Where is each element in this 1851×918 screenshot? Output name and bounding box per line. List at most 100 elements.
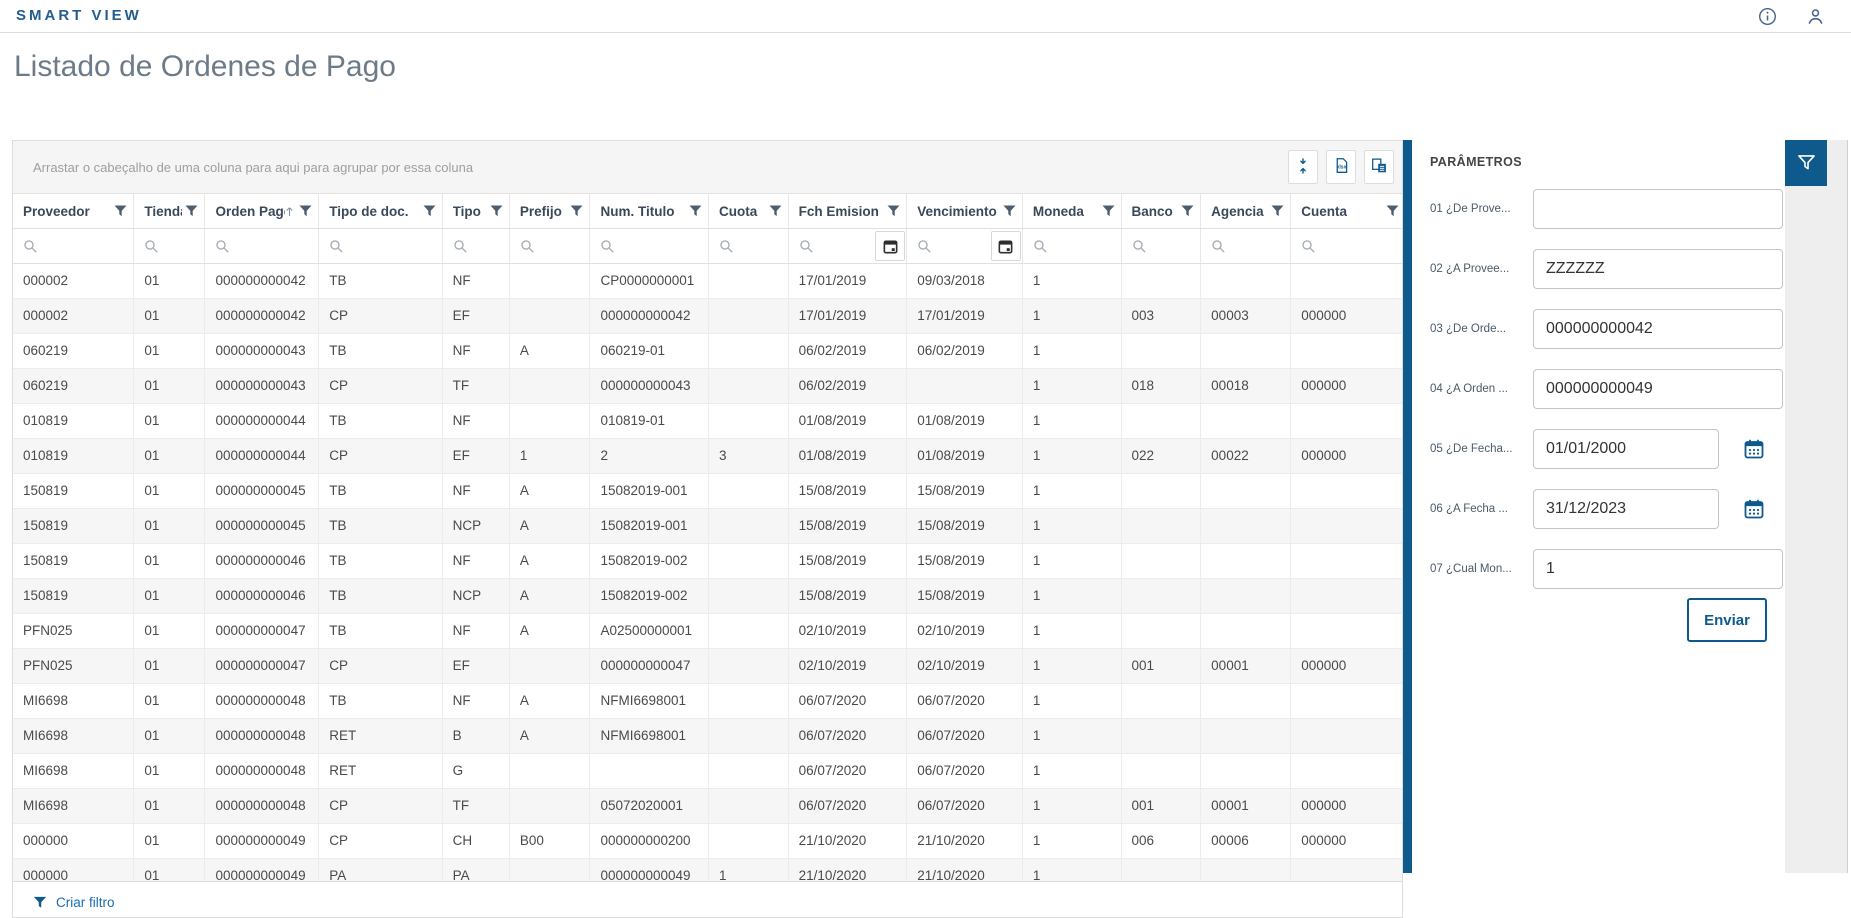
table-row[interactable]: 000002 01 000000000042 CP EF 000000000042 17/0… (13, 299, 1402, 334)
table-row[interactable]: PFN025 01 000000000047 TB NF A A02500000001 02/… (13, 614, 1402, 649)
row-spacing-button[interactable] (1288, 150, 1318, 184)
param-input-06[interactable] (1533, 489, 1719, 529)
param-input-01[interactable] (1533, 189, 1783, 229)
filter-cell-fch-emision[interactable] (788, 229, 908, 263)
table-cell: 000000 (1291, 299, 1402, 333)
table-row[interactable]: MI6698 01 000000000048 RET B A NFMI6698001 06/0… (13, 719, 1402, 754)
send-button[interactable]: Enviar (1687, 598, 1767, 642)
column-header-cuenta[interactable]: Cuenta (1291, 194, 1402, 228)
column-header-fch-emision[interactable]: Fch Emision (789, 194, 908, 228)
filter-cell-num-titulo[interactable] (590, 229, 710, 263)
filter-cell-tipo-de-doc[interactable] (319, 229, 443, 263)
table-cell (1291, 404, 1402, 438)
filter-cell-proveedor[interactable] (13, 229, 135, 263)
filter-cell-orden-pago[interactable] (205, 229, 320, 263)
filter-cell-moneda[interactable] (1022, 229, 1122, 263)
table-cell: 1 (1023, 369, 1122, 403)
filter-funnel-icon[interactable] (490, 205, 503, 217)
column-header-prefijo[interactable]: Prefijo (510, 194, 591, 228)
filter-funnel-icon[interactable] (114, 205, 127, 217)
table-row[interactable]: 010819 01 000000000044 TB NF 010819-01 01/08/2… (13, 404, 1402, 439)
filter-funnel-icon[interactable] (1271, 205, 1284, 217)
calendar-button[interactable] (875, 231, 906, 261)
export-xlsx-button[interactable]: xlsx (1326, 150, 1356, 184)
group-panel[interactable]: Arrastar o cabeçalho de uma coluna para … (13, 141, 1402, 194)
filter-funnel-icon[interactable] (1386, 205, 1399, 217)
table-row[interactable]: 150819 01 000000000046 TB NCP A 15082019-002 15… (13, 579, 1402, 614)
param-label-05: 05 ¿De Fecha... (1430, 443, 1513, 455)
column-header-cuota[interactable]: Cuota (709, 194, 789, 228)
table-row[interactable]: 010819 01 000000000044 CP EF 1 2 3 01/08/2019 01/… (13, 439, 1402, 474)
param-input-05[interactable] (1533, 429, 1719, 469)
filter-cell-prefijo[interactable] (509, 229, 591, 263)
table-cell: 00022 (1201, 439, 1292, 473)
table-cell (709, 719, 789, 753)
filter-funnel-icon[interactable] (185, 205, 198, 217)
table-row[interactable]: 150819 01 000000000045 TB NF A 15082019-001 15/… (13, 474, 1402, 509)
filter-funnel-icon[interactable] (1102, 205, 1115, 217)
calendar-button[interactable] (990, 231, 1021, 261)
filter-funnel-icon[interactable] (1181, 205, 1194, 217)
filter-funnel-icon[interactable] (887, 205, 900, 217)
topbar-icons (1757, 6, 1825, 26)
table-row[interactable]: 060219 01 000000000043 CP TF 000000000043 06/0… (13, 369, 1402, 404)
table-cell: EF (443, 299, 510, 333)
column-header-num-titulo[interactable]: Num. Titulo (590, 194, 710, 228)
filter-cell-tienda[interactable] (134, 229, 206, 263)
table-cell: G (443, 754, 510, 788)
column-header-tipo-de-doc[interactable]: Tipo de doc. (319, 194, 443, 228)
column-header-tipo[interactable]: Tipo (443, 194, 510, 228)
filter-cell-vencimiento[interactable] (907, 229, 1023, 263)
column-header-orden-pago[interactable]: Orden Pago (205, 194, 320, 228)
table-row[interactable]: MI6698 01 000000000048 RET G 06/07/2020 06/07/… (13, 754, 1402, 789)
table-row[interactable]: 150819 01 000000000046 TB NF A 15082019-002 15/… (13, 544, 1402, 579)
column-header-banco[interactable]: Banco (1122, 194, 1202, 228)
filter-funnel-icon[interactable] (570, 205, 583, 217)
info-icon[interactable] (1757, 6, 1777, 26)
filter-funnel-icon[interactable] (769, 205, 782, 217)
create-filter-link[interactable]: Criar filtro (33, 895, 115, 910)
table-row[interactable]: MI6698 01 000000000048 TB NF A NFMI6698001 06/0… (13, 684, 1402, 719)
column-header-tienda[interactable]: Tienda (134, 194, 206, 228)
table-cell: CH (443, 824, 510, 858)
column-header-moneda[interactable]: Moneda (1023, 194, 1122, 228)
column-chooser-button[interactable] (1364, 150, 1394, 184)
filter-funnel-icon[interactable] (299, 205, 312, 217)
column-header-vencimiento[interactable]: Vencimiento (907, 194, 1023, 228)
table-cell (1122, 614, 1202, 648)
table-cell (510, 404, 591, 438)
calendar-icon[interactable] (1743, 438, 1765, 460)
table-cell: 000000000048 (205, 719, 320, 753)
table-row[interactable]: MI6698 01 000000000048 CP TF 05072020001 06/07… (13, 789, 1402, 824)
calendar-icon[interactable] (1743, 498, 1765, 520)
user-icon[interactable] (1805, 6, 1825, 26)
param-input-07[interactable] (1533, 549, 1783, 589)
table-cell (1201, 509, 1292, 543)
filter-cell-cuota[interactable] (709, 229, 789, 263)
table-row[interactable]: 000000 01 000000000049 CP CH B00 000000000200 2… (13, 824, 1402, 859)
table-cell: TB (319, 404, 443, 438)
column-header-agencia[interactable]: Agencia (1201, 194, 1292, 228)
search-icon (520, 239, 535, 254)
param-input-04[interactable] (1533, 369, 1783, 409)
table-cell: 01/08/2019 (907, 439, 1023, 473)
filter-cell-agencia[interactable] (1201, 229, 1292, 263)
table-row[interactable]: 150819 01 000000000045 TB NCP A 15082019-001 15… (13, 509, 1402, 544)
filter-funnel-icon[interactable] (1003, 205, 1016, 217)
filter-funnel-icon[interactable] (423, 205, 436, 217)
filter-funnel-icon[interactable] (689, 205, 702, 217)
column-header-proveedor[interactable]: Proveedor (13, 194, 135, 228)
table-cell: 01 (134, 474, 206, 508)
filter-cell-tipo[interactable] (442, 229, 510, 263)
filter-cell-cuenta[interactable] (1291, 229, 1402, 263)
filter-panel-toggle-button[interactable] (1785, 140, 1827, 186)
table-row[interactable]: 060219 01 000000000043 TB NF A 060219-01 06/02/… (13, 334, 1402, 369)
param-input-02[interactable] (1533, 249, 1783, 289)
table-row[interactable]: PFN025 01 000000000047 CP EF 000000000047 02/1… (13, 649, 1402, 684)
filter-cell-banco[interactable] (1121, 229, 1202, 263)
param-input-03[interactable] (1533, 309, 1783, 349)
table-row[interactable]: 000002 01 000000000042 TB NF CP0000000001 17/0… (13, 264, 1402, 299)
table-row[interactable]: 000000 01 000000000049 PA PA 000000000049 1 21/… (13, 859, 1402, 881)
filter-icon (1797, 154, 1816, 172)
search-icon (453, 239, 468, 254)
